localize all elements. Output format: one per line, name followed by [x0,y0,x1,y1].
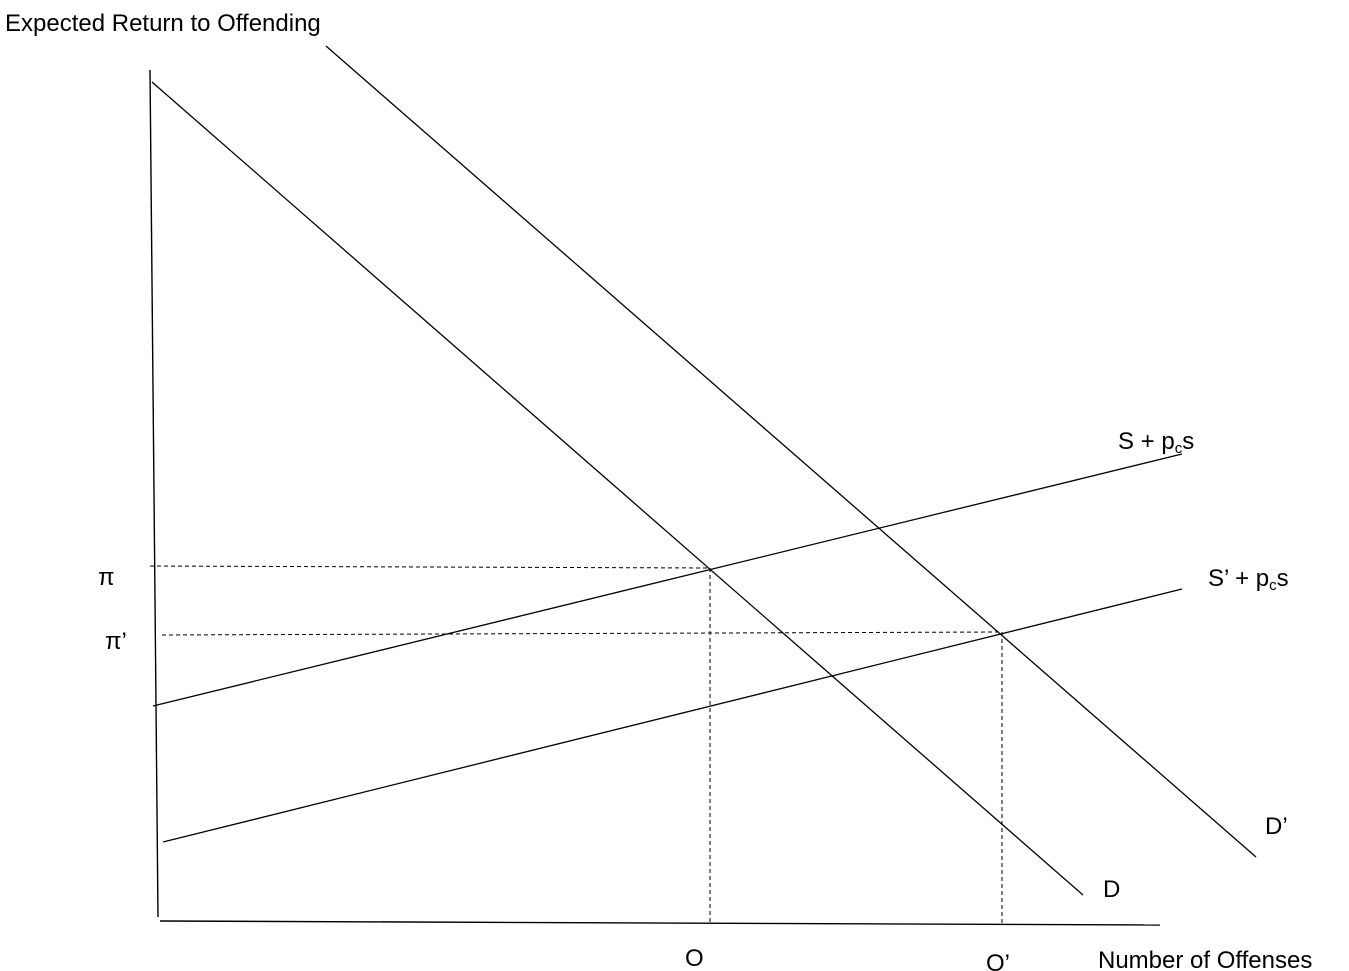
label-price: π [98,564,115,591]
label-supply-shifted: S’ + pcs [1208,565,1289,594]
x-axis-label: Number of Offenses [1098,947,1312,971]
x-axis [159,920,1161,926]
guide-pi [149,565,711,569]
label-demand-shifted: D’ [1265,813,1288,840]
label-quantity: O [685,945,704,971]
demand-curve-d-prime [325,45,1257,858]
y-axis [149,69,159,918]
supply-curve-s [152,453,1183,707]
label-demand: D [1103,876,1120,903]
demand-curve-d [151,81,1084,896]
supply-curve-s-prime [162,588,1183,843]
y-axis-label: Expected Return to Offending [5,10,321,37]
label-price-shifted: π’ [105,628,127,655]
label-quantity-shifted: O’ [986,950,1010,971]
guide-pi-prime [161,631,1003,636]
label-supply: S + pcs [1118,428,1194,457]
